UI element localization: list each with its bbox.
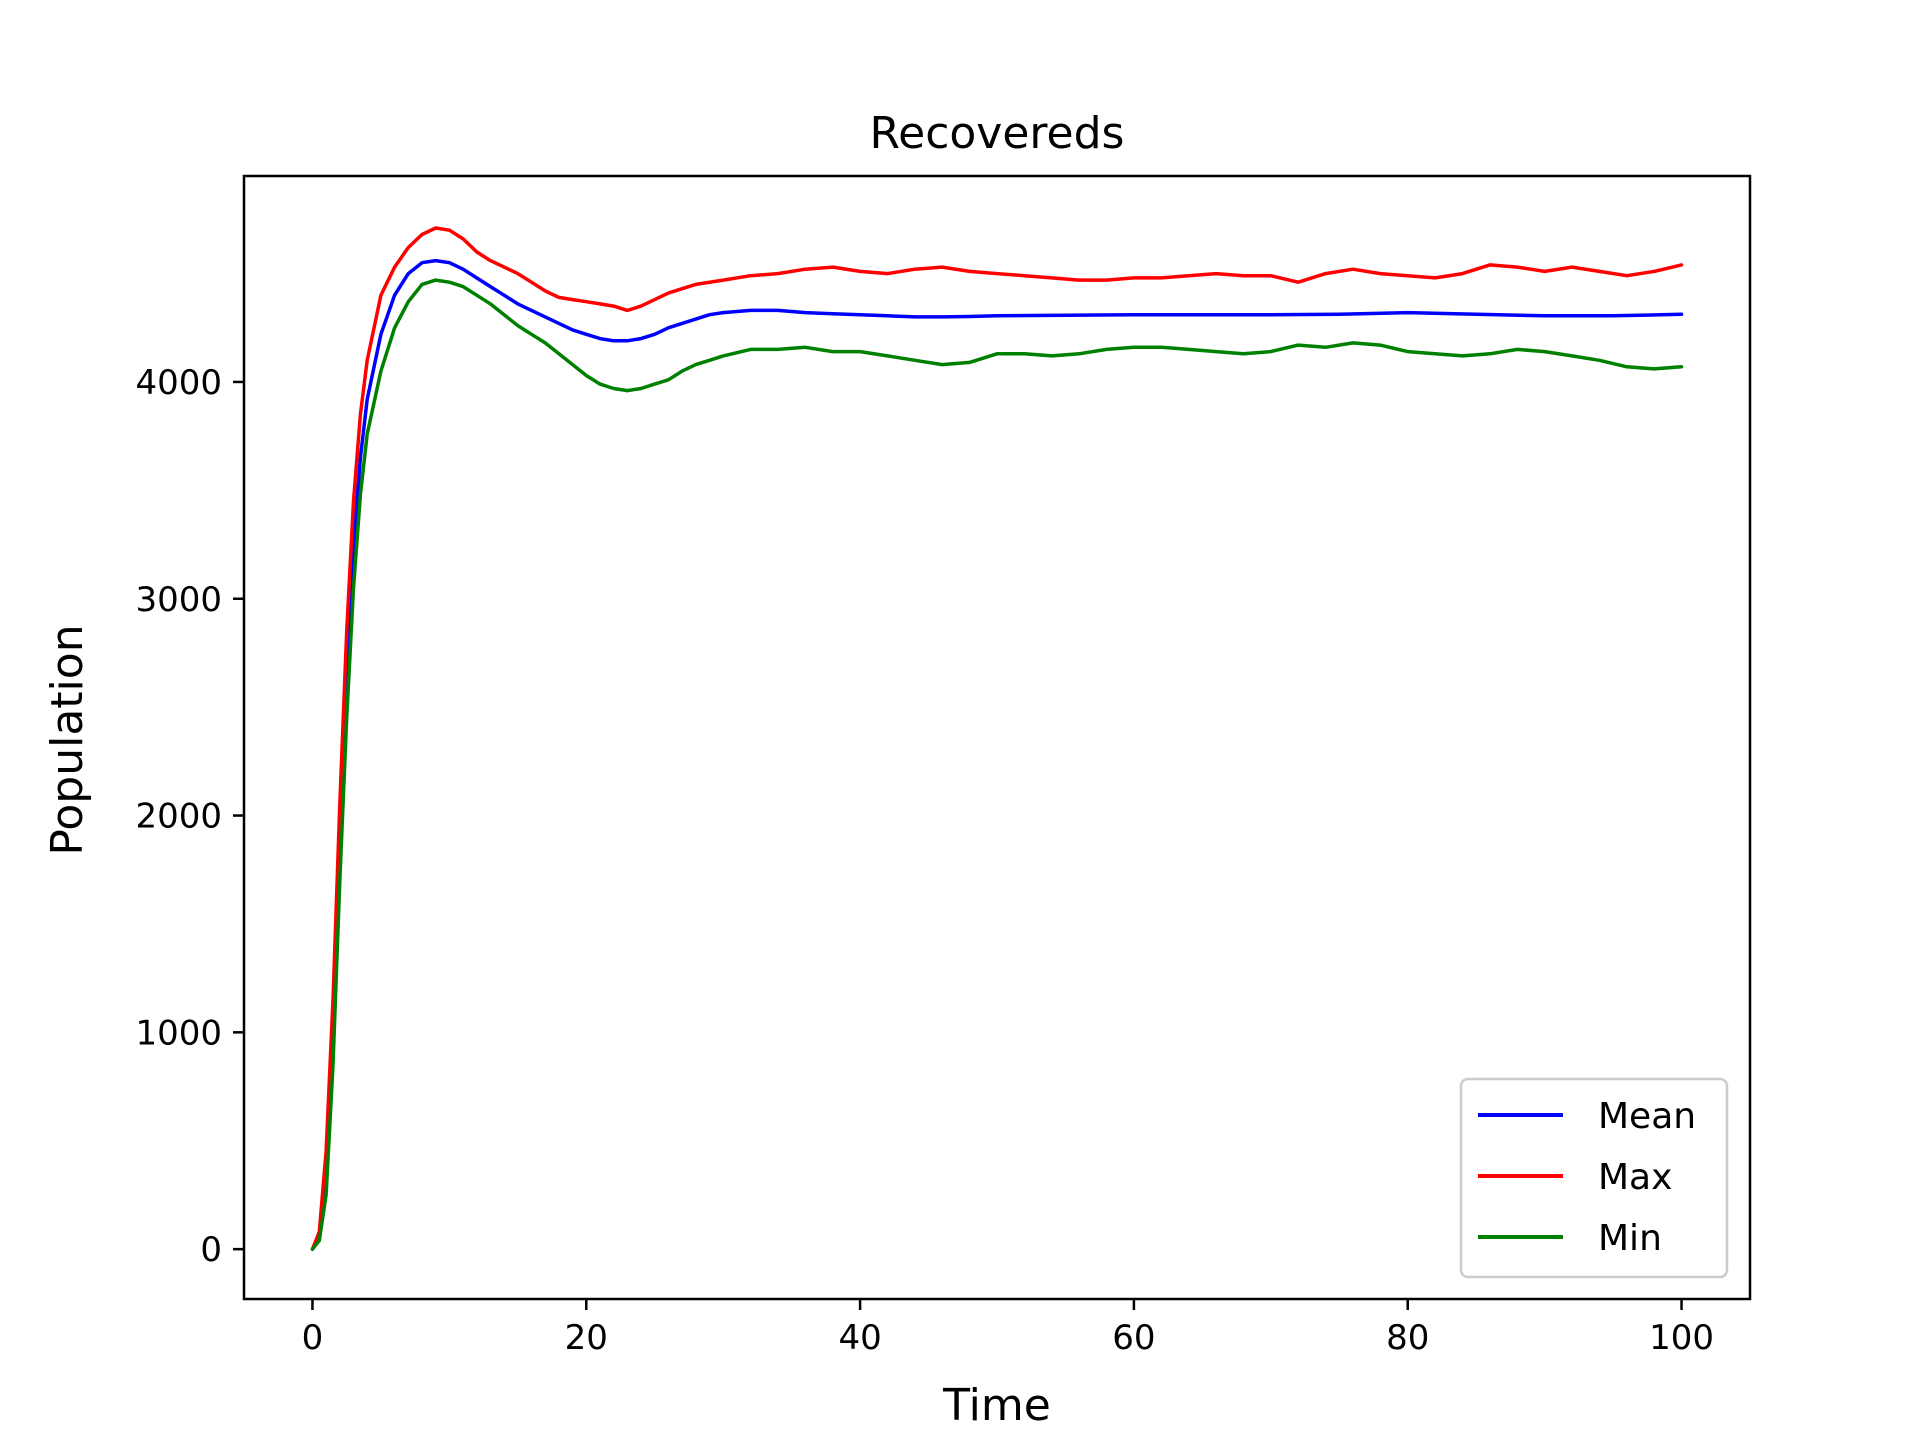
- legend-frame: [1459, 1077, 1729, 1279]
- legend-label-max: Max: [1598, 1157, 1672, 1198]
- y-axis: 0 1000 2000 3000 4000: [135, 363, 244, 1270]
- x-axis-label: Time: [942, 1380, 1051, 1431]
- x-tick-label: 100: [1649, 1318, 1714, 1358]
- series-line-min: [310, 278, 1684, 1251]
- x-tick-label: 60: [1112, 1318, 1155, 1358]
- y-axis-label: Population: [42, 624, 93, 855]
- x-tick-label: 0: [302, 1318, 324, 1358]
- x-tick-label: 40: [838, 1318, 881, 1358]
- plot-frame: [242, 174, 1752, 1301]
- series-group: [310, 226, 1684, 1251]
- x-axis: 0 20 40 60 80 100: [302, 1299, 1714, 1358]
- x-tick-label: 80: [1386, 1318, 1429, 1358]
- y-tick-label: 0: [200, 1230, 222, 1270]
- legend: Mean Max Min: [1459, 1077, 1729, 1279]
- series-line-mean: [310, 258, 1684, 1251]
- y-tick-label: 1000: [135, 1013, 222, 1053]
- y-tick-label: 4000: [135, 363, 222, 403]
- legend-label-mean: Mean: [1598, 1096, 1696, 1137]
- series-line-max: [310, 226, 1684, 1251]
- x-tick-label: 20: [565, 1318, 608, 1358]
- y-tick-label: 3000: [135, 580, 222, 620]
- y-tick-label: 2000: [135, 797, 222, 837]
- chart-title: Recovereds: [870, 108, 1125, 159]
- legend-label-min: Min: [1598, 1218, 1662, 1259]
